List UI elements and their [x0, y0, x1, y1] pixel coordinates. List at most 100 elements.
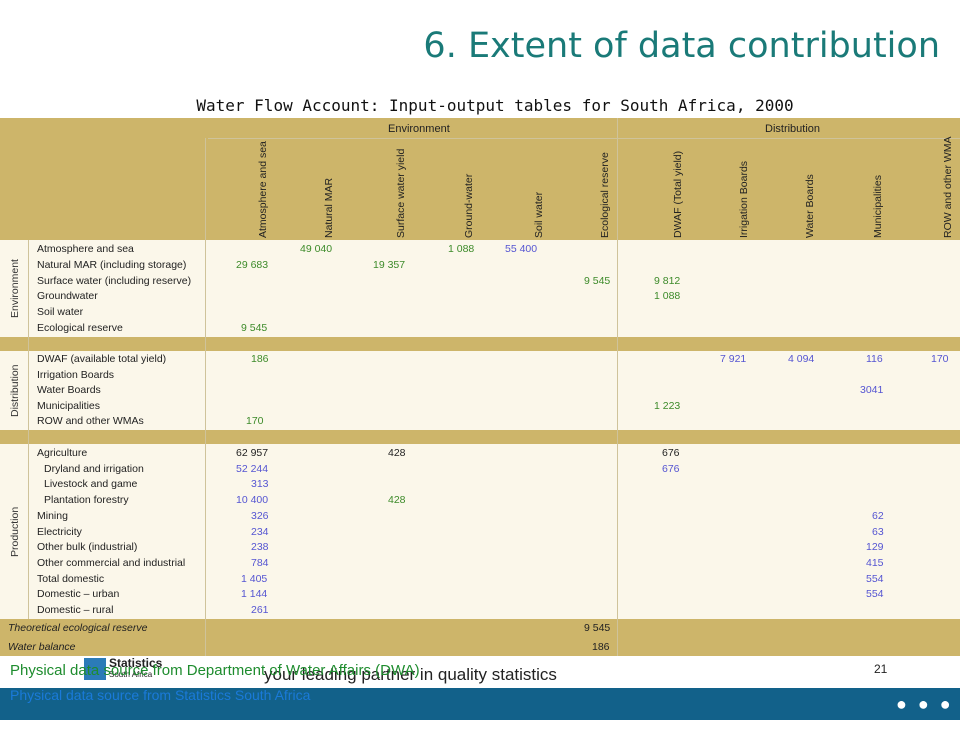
row-label: Municipalities [37, 400, 101, 412]
table-cell: 49 040 [300, 243, 333, 255]
logo-text: Statistics [109, 656, 163, 670]
table-cell: 116 [866, 353, 883, 365]
table-cell: 29 683 [236, 259, 269, 271]
col-ecological-reserve: Ecological reserve [599, 152, 611, 238]
table-cell: 9 545 [241, 322, 268, 334]
table-cell: 676 [662, 463, 680, 475]
row-label: Water balance [8, 641, 76, 653]
table-cell: 52 244 [236, 463, 269, 475]
slide-title: 6. Extent of data contribution [423, 26, 940, 66]
table-cell: 186 [251, 353, 269, 365]
row-label: Groundwater [37, 290, 98, 302]
table-cell: 234 [251, 526, 269, 538]
tagline: your leading partner in quality statisti… [264, 665, 557, 684]
page-number: 21 [874, 662, 888, 676]
table-cell: 415 [866, 557, 884, 569]
col-surface-water: Surface water yield [395, 148, 407, 238]
footer-bar [0, 688, 960, 720]
source-credit-dwa: Physical data source from Department of … [10, 662, 420, 679]
row-label: Soil water [37, 306, 84, 318]
col-dwaf: DWAF (Total yield) [672, 150, 684, 238]
table-cell: 554 [866, 588, 884, 600]
row-label: Natural MAR (including storage) [37, 259, 187, 271]
row-label: Atmosphere and sea [37, 243, 134, 255]
row-label: Dryland and irrigation [44, 463, 144, 475]
row-label: Total domestic [37, 573, 105, 585]
separator-band [0, 430, 960, 444]
table-cell: 1 223 [654, 400, 681, 412]
row-label: Plantation forestry [44, 494, 129, 506]
table-cell: 9 545 [584, 622, 611, 634]
table-cell: 170 [931, 353, 949, 365]
table-cell: 238 [251, 541, 269, 553]
table-cell: 9 545 [584, 275, 611, 287]
header-distribution: Distribution [765, 123, 821, 135]
logo-mark-icon [84, 658, 106, 680]
table-cell: 9 812 [654, 275, 681, 287]
table-cell: 1 088 [448, 243, 475, 255]
table-cell: 326 [251, 510, 269, 522]
row-label: Other bulk (industrial) [37, 541, 138, 553]
table-cell: 55 400 [505, 243, 538, 255]
row-label: Surface water (including reserve) [37, 275, 192, 287]
table-cell: 1 088 [654, 290, 681, 302]
table-cell: 3041 [860, 384, 884, 396]
col-municipalities: Municipalities [872, 174, 884, 238]
header-band [0, 118, 960, 240]
table-title: Water Flow Account: Input-output tables … [196, 96, 794, 115]
table-cell: 62 [872, 510, 884, 522]
col-water-boards: Water Boards [804, 174, 816, 238]
table-cell: 676 [662, 447, 680, 459]
grid-line [208, 138, 960, 139]
table-cell: 428 [388, 494, 406, 506]
logo-subtext: South Africa [109, 670, 153, 679]
row-label: Agriculture [37, 447, 88, 459]
row-label: Water Boards [37, 384, 101, 396]
grid-line [205, 138, 206, 656]
table-cell: 1 144 [241, 588, 268, 600]
table-cell: 428 [388, 447, 406, 459]
col-atmosphere: Atmosphere and sea [257, 141, 269, 238]
table-cell: 19 357 [373, 259, 406, 271]
row-label: Domestic – urban [37, 588, 120, 600]
row-label: Other commercial and industrial [37, 557, 186, 569]
row-label: Domestic – rural [37, 604, 114, 616]
row-label: Electricity [37, 526, 82, 538]
table-cell: 261 [251, 604, 269, 616]
row-label: Theoretical ecological reserve [8, 622, 148, 634]
grid-line [28, 240, 29, 619]
table-cell: 7 921 [720, 353, 747, 365]
table-cell: 62 957 [236, 447, 269, 459]
group-environment: Environment [9, 259, 21, 318]
col-row-wma: ROW and other WMA [942, 136, 954, 238]
row-label: Ecological reserve [37, 322, 123, 334]
group-distribution: Distribution [9, 364, 21, 417]
table-cell: 63 [872, 526, 884, 538]
table-cell: 554 [866, 573, 884, 585]
row-label: Irrigation Boards [37, 369, 115, 381]
dots-icon: ● ● ● ● [896, 694, 954, 735]
row-label: Mining [37, 510, 68, 522]
col-natural-mar: Natural MAR [323, 177, 335, 238]
stats-sa-logo: Statistics South Africa [84, 656, 172, 684]
table-cell: 4 094 [788, 353, 815, 365]
table-cell: 129 [866, 541, 884, 553]
separator-band [0, 337, 960, 351]
col-soil-water: Soil water [533, 191, 545, 238]
table-cell: 186 [592, 641, 610, 653]
table-cell: 784 [251, 557, 269, 569]
row-label: DWAF (available total yield) [37, 353, 167, 365]
table-cell: 10 400 [236, 494, 269, 506]
grid-line [617, 118, 618, 656]
table-cell: 313 [251, 478, 269, 490]
bottom-band [0, 619, 960, 656]
col-irrigation-boards: Irrigation Boards [738, 160, 750, 238]
source-credit-statssa: Physical data source from Statistics Sou… [10, 687, 311, 703]
table-cell: 1 405 [241, 573, 268, 585]
header-environment: Environment [388, 123, 450, 135]
group-production: Production [9, 506, 21, 557]
row-label: Livestock and game [44, 478, 138, 490]
col-groundwater: Ground-water [463, 173, 475, 238]
row-label: ROW and other WMAs [37, 415, 144, 427]
table-cell: 170 [246, 415, 264, 427]
